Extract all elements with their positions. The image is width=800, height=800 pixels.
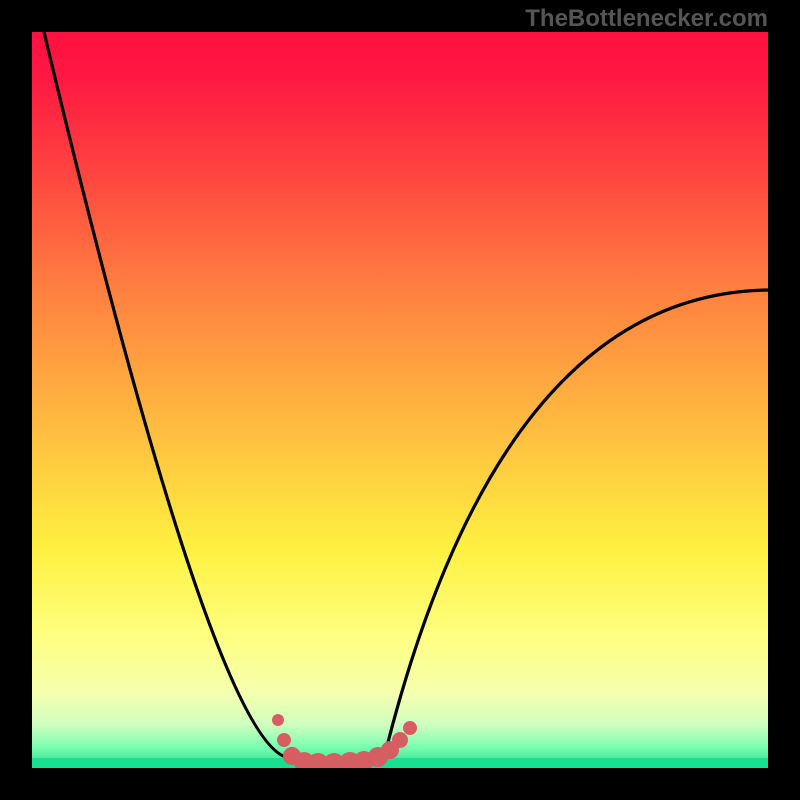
valley-markers xyxy=(272,714,417,775)
valley-marker xyxy=(403,721,417,735)
valley-marker xyxy=(272,714,284,726)
valley-marker xyxy=(392,732,408,748)
chart-stage: TheBottlenecker.com xyxy=(0,0,800,800)
valley-marker xyxy=(277,733,291,747)
watermark-text: TheBottlenecker.com xyxy=(525,6,768,32)
curve-layer xyxy=(0,0,800,800)
v-curve xyxy=(44,32,768,761)
